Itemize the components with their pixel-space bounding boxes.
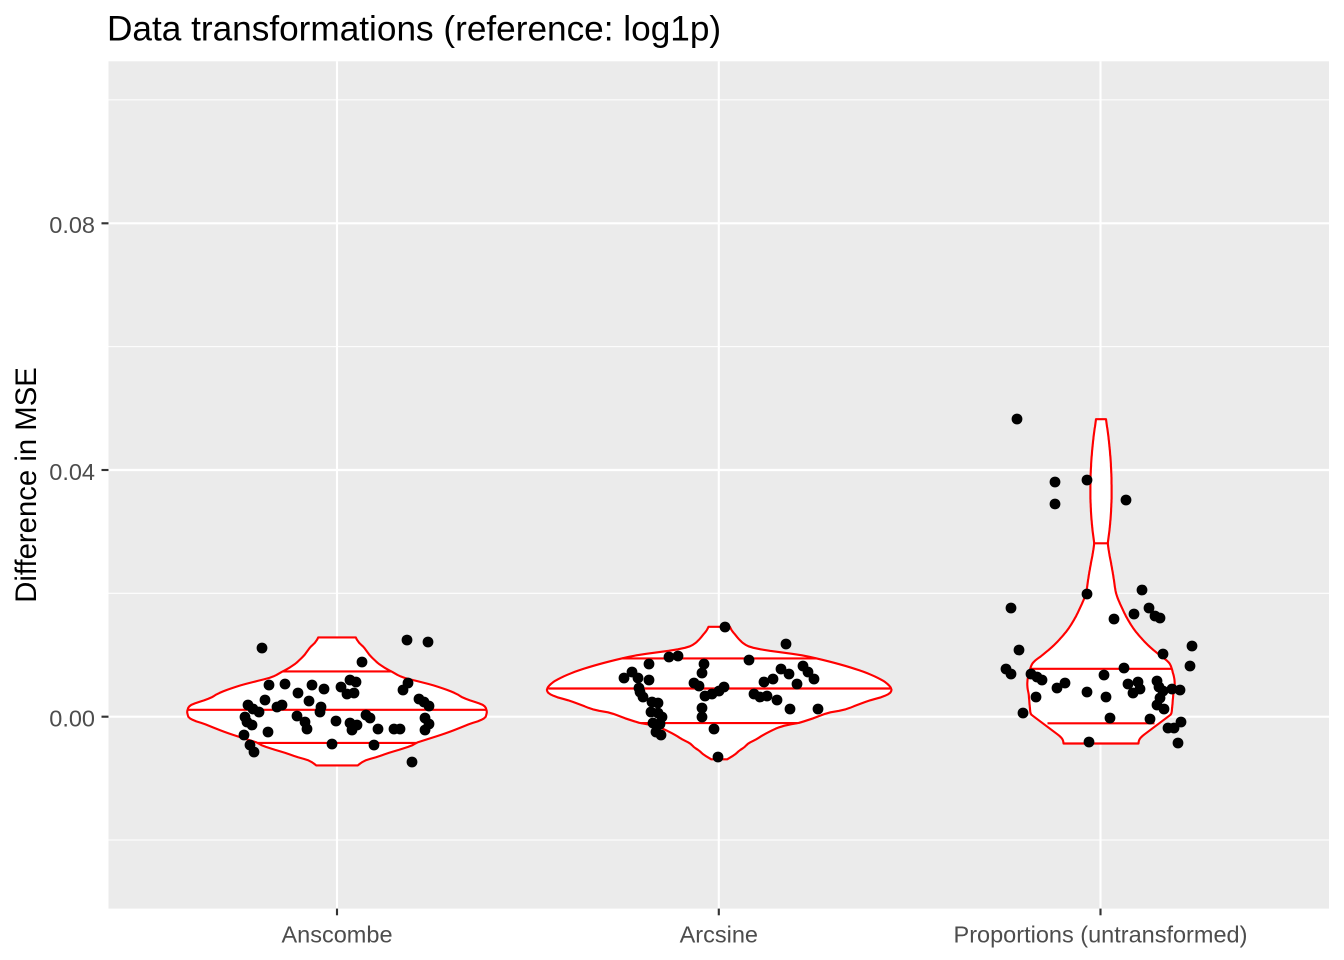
- svg-text:0.08: 0.08: [49, 212, 95, 238]
- svg-text:0.04: 0.04: [49, 459, 95, 485]
- svg-text:Proportions (untransformed): Proportions (untransformed): [954, 921, 1248, 947]
- svg-text:Data transformations (referenc: Data transformations (reference: log1p): [107, 10, 721, 49]
- svg-text:Arcsine: Arcsine: [680, 921, 758, 947]
- svg-text:Anscombe: Anscombe: [281, 921, 392, 947]
- svg-text:0.00: 0.00: [49, 706, 95, 732]
- svg-text:Difference in MSE: Difference in MSE: [10, 367, 43, 603]
